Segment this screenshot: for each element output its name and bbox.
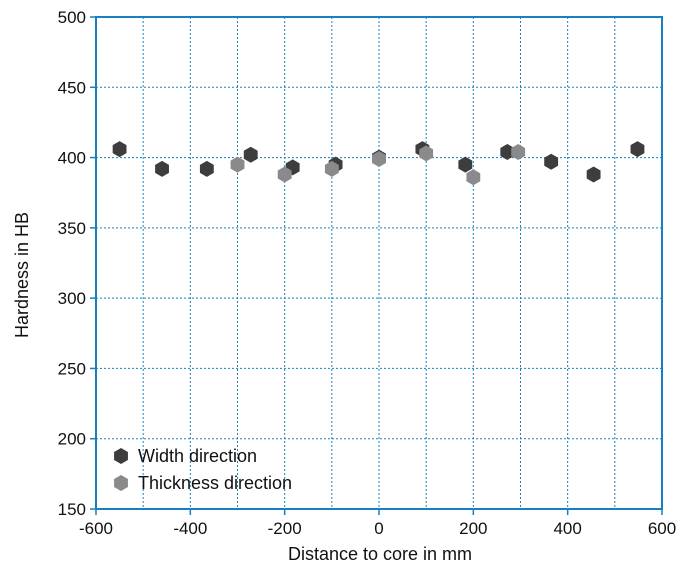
width-direction-point (112, 141, 127, 158)
legend-width-label: Width direction (138, 446, 257, 466)
thickness-direction-point (419, 145, 434, 162)
y-tick-label: 350 (58, 219, 86, 238)
legend-thickness-marker (114, 475, 128, 491)
width-direction-point (630, 141, 645, 158)
x-tick-label: 400 (553, 519, 581, 538)
legend-thickness-label: Thickness direction (138, 473, 292, 493)
x-tick-label: -600 (79, 519, 113, 538)
width-direction-point (243, 146, 258, 163)
y-axis-label: Hardness in HB (12, 212, 32, 338)
points-layer (112, 141, 645, 186)
y-tick-label: 450 (58, 78, 86, 97)
y-tick-label: 200 (58, 430, 86, 449)
legend: Width direction Thickness direction (114, 446, 292, 493)
y-tick-label: 300 (58, 289, 86, 308)
x-tick-label: 200 (459, 519, 487, 538)
thickness-direction-point (230, 156, 245, 173)
thickness-direction-point (372, 150, 386, 167)
thickness-direction-point (466, 169, 481, 186)
x-tick-label: -400 (173, 519, 207, 538)
y-tick-label: 500 (58, 8, 86, 27)
width-direction-point (586, 166, 601, 183)
x-tick-label: -200 (268, 519, 302, 538)
y-tick-label: 250 (58, 359, 86, 378)
x-axis-label: Distance to core in mm (288, 544, 472, 564)
width-direction-point (199, 160, 214, 177)
x-tick-label: 0 (374, 519, 383, 538)
y-tick-label: 400 (58, 149, 86, 168)
x-tick-label: 600 (648, 519, 676, 538)
thickness-direction-point (511, 143, 526, 160)
thickness-direction-point (277, 166, 292, 183)
width-direction-point (458, 156, 473, 173)
width-direction-point (544, 153, 559, 170)
width-direction-point (155, 160, 169, 177)
legend-width-marker (114, 448, 128, 464)
thickness-direction-point (324, 160, 339, 177)
width-direction-point (500, 143, 515, 160)
y-tick-label: 150 (58, 500, 86, 519)
grid-layer (96, 17, 662, 509)
ticks-layer: -600 -400 -200 0 200 400 600 150 200 250 300 350 400… (58, 8, 677, 538)
